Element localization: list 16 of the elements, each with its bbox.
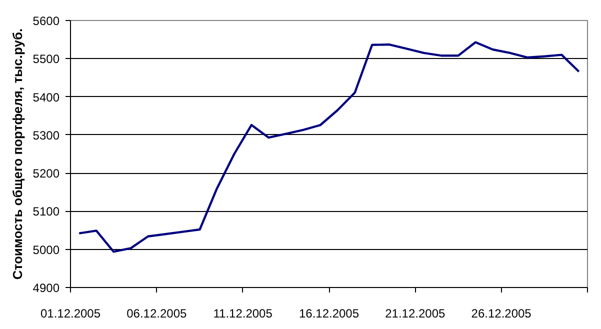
x-tick-label: 06.12.2005: [126, 306, 188, 320]
x-tick-label: 16.12.2005: [298, 306, 360, 320]
y-tick-label: 5600: [32, 14, 60, 28]
y-tick-label: 5000: [32, 242, 60, 257]
y-tick-label: 4900: [32, 281, 60, 295]
x-tick-label: 01.12.2005: [40, 306, 101, 320]
y-axis-title: Стоимость общего портфеля, тыс.руб.: [10, 28, 25, 280]
y-tick-label: 5400: [32, 90, 60, 104]
y-tick-label: 5300: [32, 128, 60, 142]
x-tick-label: 26.12.2005: [471, 306, 532, 320]
y-tick-label: 5500: [32, 52, 60, 66]
y-tick-label: 5100: [32, 204, 60, 219]
x-tick-label: 21.12.2005: [385, 306, 446, 320]
y-tick-label: 5200: [32, 166, 60, 181]
x-tick-label: 11.12.2005: [213, 306, 273, 320]
line-series: [78, 41, 580, 253]
